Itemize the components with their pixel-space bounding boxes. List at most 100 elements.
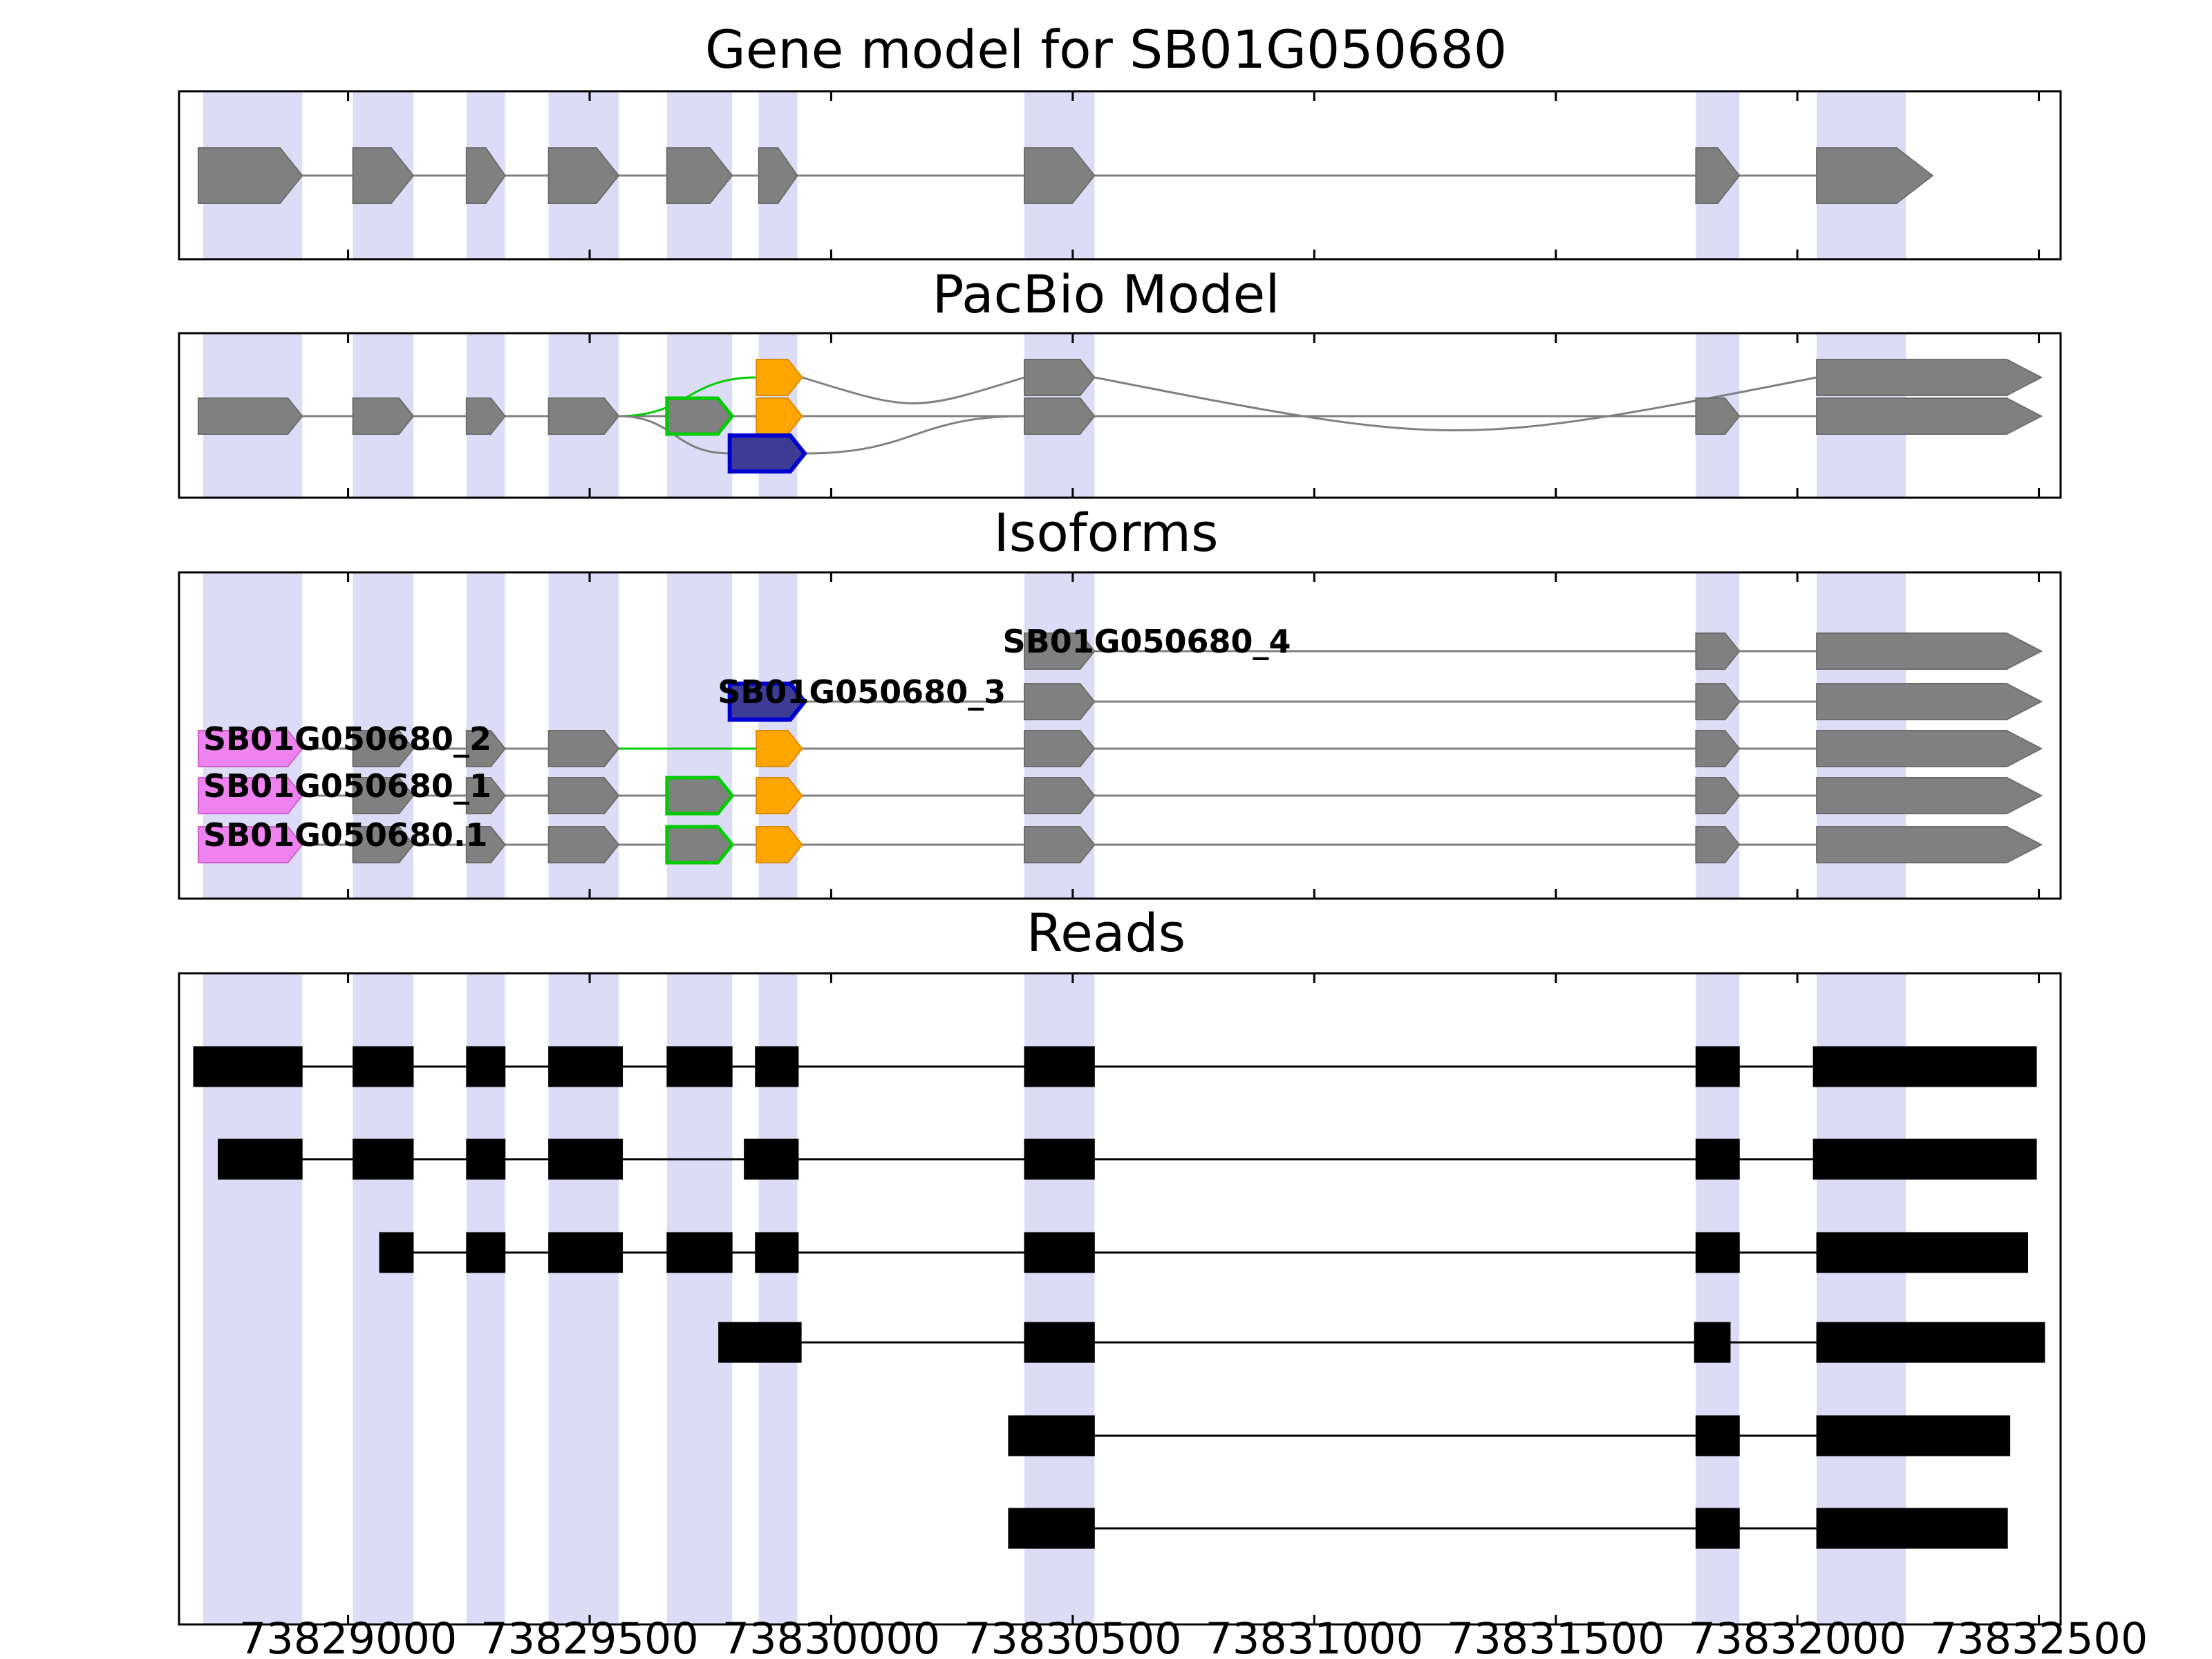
orange-exon [756,777,803,814]
black-exon [1695,1232,1740,1273]
black-exon [466,1232,506,1273]
black-exon [379,1232,414,1273]
grey-exon [352,147,415,204]
black-exon [1816,1508,2008,1549]
isoform-label: SB01G050680_1 [203,767,491,805]
black-exon [466,1046,506,1087]
grey-exon [1695,826,1741,863]
grey-exon [1816,359,2043,396]
black-exon [193,1046,303,1087]
grey-exon [1816,147,1934,204]
black-exon [548,1046,624,1087]
orange-exon [756,397,803,435]
orange-exon [756,826,803,863]
grey-exon [465,826,507,863]
black-exon [1812,1046,2037,1087]
axis-tick-label: 73831000 [1205,1613,1423,1659]
black-exon [1695,1508,1740,1549]
black-exon [1816,1322,2045,1363]
axis-tick-label: 73831500 [1447,1613,1665,1659]
black-exon [1008,1508,1095,1549]
violet-exon [197,826,303,863]
grey-exon [1023,730,1096,767]
grey-exon [352,777,415,814]
grey-exon [1023,359,1096,396]
black-exon [744,1138,799,1180]
grey-exon [547,397,620,435]
black-exon [548,1232,624,1273]
violet-exon [197,777,303,814]
grey-exon [547,826,620,863]
black-exon [755,1232,799,1273]
black-exon [466,1138,506,1180]
green-exon [665,396,735,436]
grey-exon [666,147,733,204]
grey-exon [352,730,415,767]
axis-tick-label: 73832500 [1930,1613,2148,1659]
blue-exon [727,433,807,474]
axis-tick-label: 73830500 [964,1613,1182,1659]
violet-exon [197,730,303,767]
black-exon [1695,1138,1740,1180]
black-exon [218,1138,303,1180]
reads-panel [178,972,2062,1626]
isoform-label: SB01G050680_4 [1003,623,1291,660]
axis-tick-label: 73830000 [722,1613,941,1659]
grey-exon [547,147,620,204]
black-exon [353,1138,414,1180]
black-exon [666,1232,733,1273]
grey-exon [1695,683,1741,720]
reads-title: Reads [1026,902,1186,964]
grey-exon [465,777,507,814]
blue-exon [727,682,807,722]
isoforms-title: Isoforms [993,502,1219,563]
grey-exon [1023,826,1096,863]
pacbio-panel [178,332,2062,499]
black-exon [548,1138,624,1180]
grey-exon [465,730,507,767]
grey-exon [1023,632,1096,670]
grey-exon [1695,147,1741,204]
black-exon [1695,1415,1740,1456]
panel-border [178,972,2062,1626]
panel-border [178,90,2062,261]
black-exon [1816,1415,2011,1456]
pacbio-title: PacBio Model [932,263,1280,325]
black-exon [1024,1138,1095,1180]
orange-exon [756,359,803,396]
grey-exon [1816,826,2043,863]
axis-tick-label: 73829000 [239,1613,458,1659]
grey-exon [197,397,303,435]
splice-curve [802,376,1025,404]
grey-exon [1816,777,2043,814]
black-exon [718,1322,802,1363]
black-exon [1008,1415,1095,1456]
gene-model-title: Gene model for SB01G050680 [704,19,1508,80]
black-exon [1695,1046,1740,1087]
grey-exon [197,147,303,204]
black-exon [1024,1232,1095,1273]
black-exon [755,1046,799,1087]
grey-exon [1816,683,2043,720]
green-exon [665,776,735,816]
grey-exon [465,147,506,204]
grey-exon [465,397,507,435]
black-exon [666,1046,733,1087]
grey-exon [352,826,415,863]
splice-curve [1094,376,1817,431]
grey-exon [1695,632,1741,670]
gene-model-panel [178,90,2062,261]
isoform-label: SB01G050680_2 [203,720,491,758]
grey-exon [758,147,798,204]
splice-curve [804,415,1024,455]
grey-exon [547,777,620,814]
black-exon [1024,1322,1095,1363]
green-exon [665,825,735,865]
panel-border [178,332,2062,499]
black-exon [353,1046,414,1087]
grey-exon [1023,147,1096,204]
grey-exon [1023,777,1096,814]
grey-exon [1023,683,1096,720]
